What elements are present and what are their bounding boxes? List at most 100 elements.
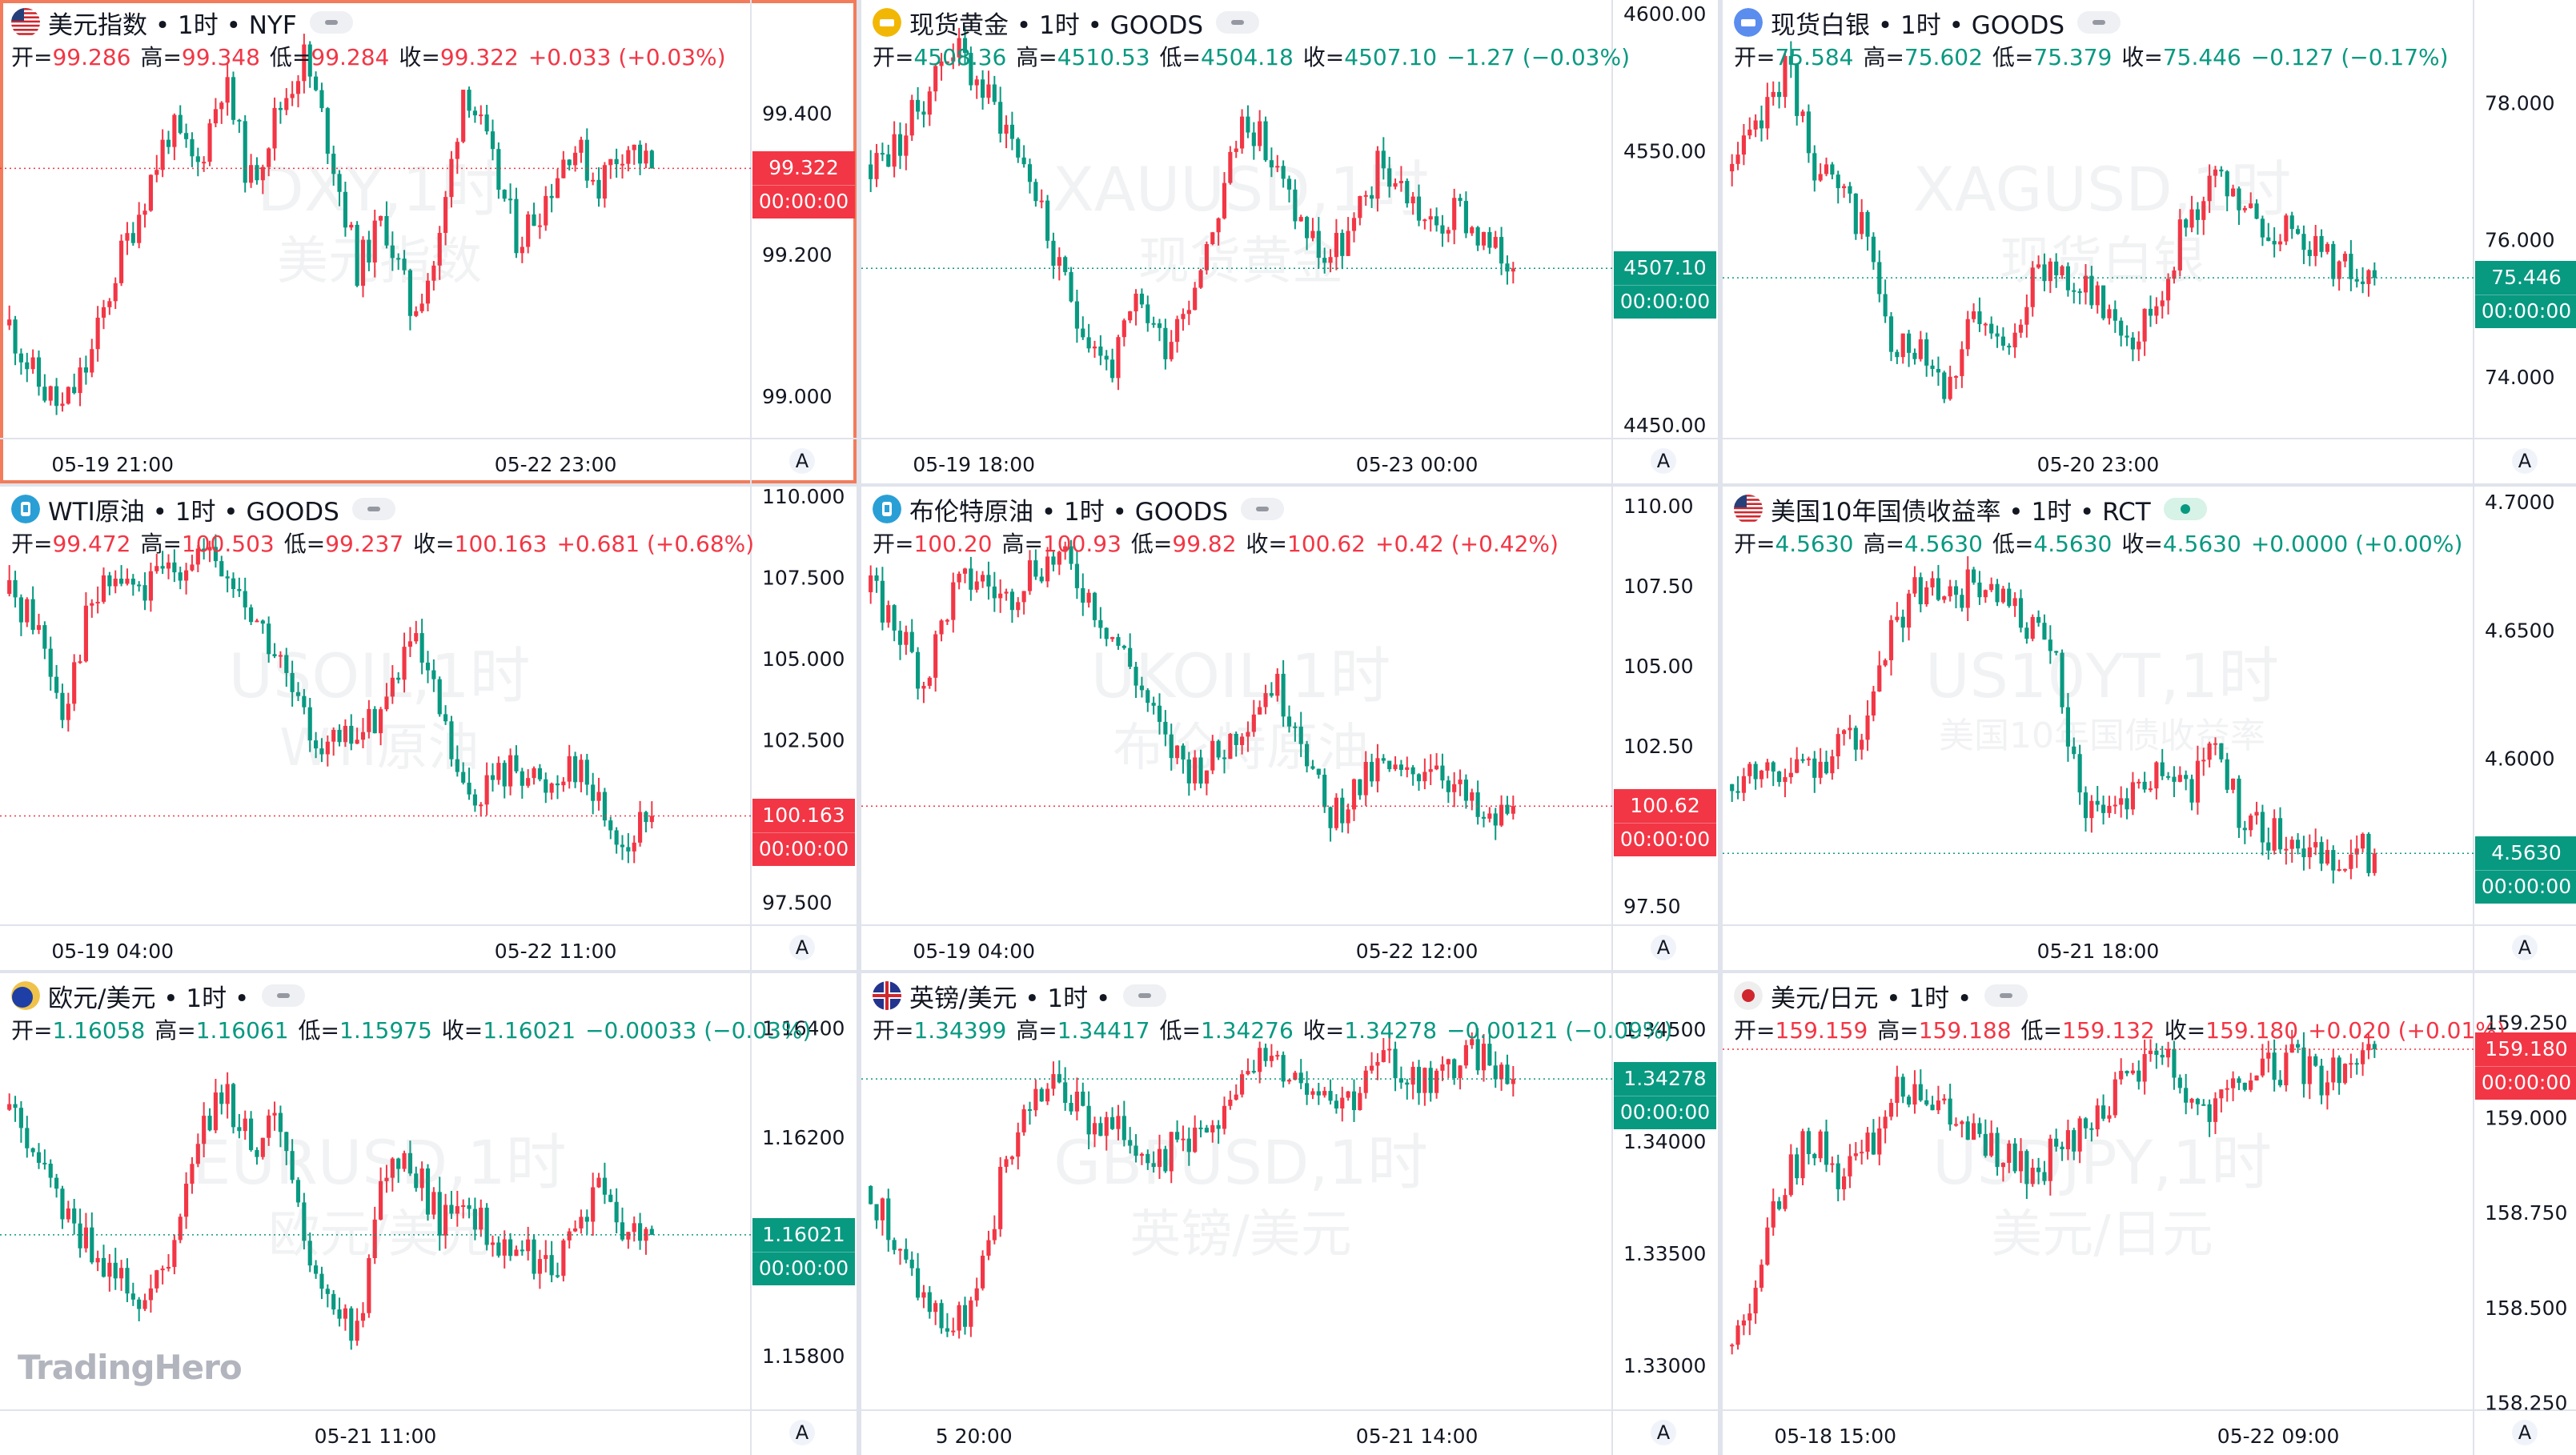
auto-scale-button[interactable]: A bbox=[1651, 935, 1676, 960]
symbol-header[interactable]: 美元/日元 • 1时 • bbox=[1734, 980, 2464, 1013]
candle-body bbox=[2030, 267, 2035, 307]
candle-body bbox=[1098, 619, 1103, 628]
candle-body bbox=[2207, 1104, 2212, 1122]
candle-body bbox=[1151, 323, 1156, 325]
auto-scale-button[interactable]: A bbox=[1651, 448, 1676, 474]
candle-body bbox=[1086, 337, 1091, 349]
auto-scale-button[interactable]: A bbox=[789, 935, 815, 960]
symbol-header[interactable]: 美元指数 • 1时 • NYF bbox=[11, 6, 744, 40]
auto-scale-button[interactable]: A bbox=[789, 448, 815, 474]
market-status-badge[interactable] bbox=[1241, 498, 1285, 520]
candle-body bbox=[998, 102, 1003, 134]
chart-panel[interactable]: 1.34500 1.34000 1.33500 1.33000 5 20:00 05-21… bbox=[861, 973, 1718, 1455]
candle-body bbox=[957, 573, 961, 583]
candle-body bbox=[496, 149, 501, 190]
candle-body bbox=[1753, 1288, 1758, 1314]
candle-body bbox=[1860, 1152, 1864, 1154]
market-status-badge[interactable] bbox=[1216, 11, 1260, 34]
candle-body bbox=[260, 166, 265, 181]
chart-panel[interactable]: 99.400 99.200 99.000 05-19 21:00 05-22 23:00… bbox=[0, 0, 857, 483]
candle-body bbox=[166, 139, 171, 147]
symbol-header[interactable]: 现货白银 • 1时 • GOODS bbox=[1734, 6, 2464, 40]
auto-scale-button[interactable]: A bbox=[2512, 448, 2538, 474]
candle-body bbox=[2030, 616, 2035, 639]
candle-body bbox=[2130, 1070, 2135, 1074]
candle-body bbox=[479, 1207, 484, 1230]
candle-body bbox=[2342, 1064, 2348, 1084]
candle-body bbox=[1410, 1067, 1415, 1085]
symbol-header[interactable]: 布伦特原油 • 1时 • GOODS bbox=[873, 493, 1606, 527]
candle-body bbox=[372, 708, 377, 734]
ohlc-low-value: 4504.18 bbox=[1201, 44, 1294, 70]
auto-scale-button[interactable]: A bbox=[1651, 1420, 1676, 1445]
auto-scale-button[interactable]: A bbox=[2512, 1420, 2538, 1445]
candle-body bbox=[95, 1257, 100, 1263]
market-status-badge[interactable] bbox=[262, 984, 306, 1007]
candle-body bbox=[367, 708, 371, 732]
last-price-tag: 1.34278 00:00:00 bbox=[1614, 1062, 1716, 1130]
symbol-header[interactable]: 美国10年国债收益率 • 1时 • RCT bbox=[1734, 493, 2464, 527]
candle-body bbox=[2048, 261, 2052, 282]
ohlc-open-value: 4.5630 bbox=[1775, 531, 1854, 557]
market-status-badge[interactable] bbox=[2077, 11, 2121, 34]
candle-body bbox=[1198, 757, 1203, 784]
candle-body bbox=[2319, 842, 2324, 864]
ohlc-close-value: 75.446 bbox=[2162, 44, 2241, 70]
symbol-header[interactable]: 现货黄金 • 1时 • GOODS bbox=[873, 6, 1606, 40]
candle-body bbox=[537, 1259, 542, 1274]
candle-body bbox=[1824, 761, 1829, 774]
ohlc-high-label: 高= bbox=[1863, 531, 1904, 557]
chart-panel[interactable]: 110.00 107.50 105.00 102.50 97.50 05-19 04:00… bbox=[861, 487, 1718, 970]
ohlc-close-value: 159.180 bbox=[2205, 1017, 2299, 1044]
candle-body bbox=[367, 1257, 371, 1313]
candle-body bbox=[1458, 780, 1463, 784]
candle-body bbox=[2260, 1058, 2265, 1076]
market-status-badge[interactable] bbox=[351, 498, 395, 520]
candle-body bbox=[2054, 261, 2059, 275]
market-status-badge[interactable] bbox=[2163, 498, 2207, 520]
candle-body bbox=[2172, 776, 2177, 782]
symbol-header[interactable]: 英镑/美元 • 1时 • bbox=[873, 980, 1606, 1013]
candle-body bbox=[2307, 1056, 2312, 1084]
candle-body bbox=[467, 90, 471, 111]
candle-body bbox=[2207, 743, 2212, 760]
chart-panel[interactable]: 110.000 107.500 105.000 102.500 97.500 05-19 … bbox=[0, 487, 857, 970]
chart-canvas: 4.7000 4.6500 4.6000 05-21 18:00 bbox=[1723, 487, 2576, 970]
market-status-badge[interactable] bbox=[1984, 984, 2028, 1007]
auto-scale-button[interactable]: A bbox=[789, 1420, 815, 1445]
candle-body bbox=[1104, 355, 1109, 360]
candle-body bbox=[2272, 818, 2277, 851]
candle-body bbox=[1771, 762, 1776, 772]
candle-body bbox=[284, 98, 289, 110]
chart-panel[interactable]: 1.16400 1.16200 1.15800 05-21 11:00 EURUSD,1… bbox=[0, 973, 857, 1455]
market-status-badge[interactable] bbox=[1123, 984, 1167, 1007]
symbol-header[interactable]: 欧元/美元 • 1时 • bbox=[11, 980, 744, 1013]
chart-panel[interactable]: 4600.00 4550.00 4450.00 05-19 18:00 05-23 00… bbox=[861, 0, 1718, 483]
candle-body bbox=[260, 620, 265, 624]
auto-scale-button[interactable]: A bbox=[2512, 935, 2538, 960]
chart-panel[interactable]: 78.000 76.000 74.000 05-20 23:00 XAGUSD,1时 现货… bbox=[1723, 0, 2576, 483]
candle-body bbox=[1310, 766, 1315, 769]
chart-panel[interactable]: 159.250 159.000 158.750 158.500 158.250 05-18… bbox=[1723, 973, 2576, 1455]
candle-body bbox=[1045, 556, 1050, 582]
candle-body bbox=[113, 578, 118, 587]
candle-body bbox=[2266, 1052, 2271, 1059]
candle-body bbox=[508, 1239, 513, 1257]
market-status-badge[interactable] bbox=[309, 11, 353, 34]
candle-body bbox=[101, 1257, 106, 1277]
candle-body bbox=[1316, 768, 1321, 775]
candle-body bbox=[2077, 291, 2082, 294]
candle-body bbox=[1953, 586, 1959, 595]
candle-body bbox=[295, 1180, 301, 1203]
chart-panel[interactable]: 4.7000 4.6500 4.6000 05-21 18:00 US10YT,1时 美国… bbox=[1723, 487, 2576, 970]
candle-body bbox=[48, 648, 53, 677]
candle-body bbox=[520, 247, 524, 254]
symbol-header[interactable]: WTI原油 • 1时 • GOODS bbox=[11, 493, 744, 527]
y-tick-label: 4.6000 bbox=[2485, 748, 2554, 771]
candle-body bbox=[54, 676, 59, 693]
candle-body bbox=[2313, 1056, 2318, 1066]
candle-body bbox=[981, 575, 985, 582]
candle-body bbox=[2354, 848, 2359, 855]
candle-body bbox=[2036, 616, 2041, 623]
bar-countdown: 00:00:00 bbox=[752, 832, 855, 867]
